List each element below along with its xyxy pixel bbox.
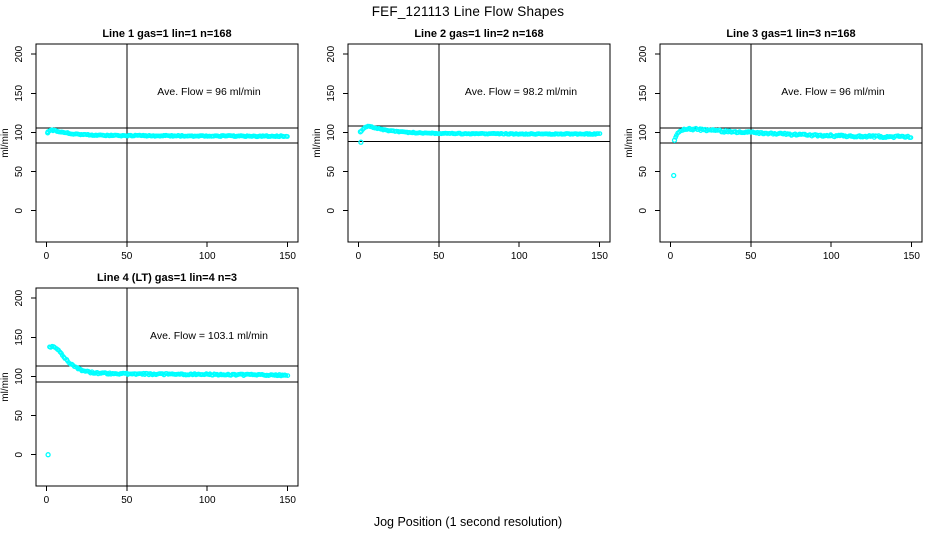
y-axis-label: ml/min [0, 128, 11, 157]
x-tick-label: 0 [44, 251, 50, 262]
plot-area: 0 50 100 150 0 50 100 150 200 [14, 287, 299, 506]
data-points [45, 127, 290, 140]
ave-flow-annotation: Ave. Flow = 96 ml/min [781, 86, 885, 98]
y-tick-label: 150 [326, 85, 337, 102]
y-tick-label: 100 [326, 124, 337, 141]
x-tick-label: 50 [433, 251, 445, 262]
outlier-point [357, 129, 364, 135]
y-tick-label: 150 [14, 329, 25, 346]
subplot-title: Line 3 gas=1 lin=3 n=168 [726, 28, 855, 40]
x-axis-label: Jog Position (1 second resolution) [373, 515, 563, 529]
outlier-point [671, 137, 678, 143]
x-tick-label: 0 [44, 495, 50, 506]
y-tick-label: 50 [14, 166, 25, 178]
plot-area: 0 50 100 150 0 50 100 150 200 [638, 43, 923, 262]
ave-flow-annotation: Ave. Flow = 98.2 ml/min [465, 86, 577, 98]
subplot-line-1: 0 50 100 150 0 50 100 150 200 Line 1 gas=1 lin=1… [0, 24, 312, 276]
outlier-point [358, 139, 364, 145]
plot-box [35, 43, 299, 243]
x-tick-label: 150 [279, 251, 296, 262]
y-tick-label: 100 [14, 124, 25, 141]
x-tick-label: 100 [823, 251, 840, 262]
y-tick-label: 150 [638, 85, 649, 102]
y-tick-label: 0 [14, 451, 25, 457]
data-points [671, 125, 914, 179]
subplot-line-3-canvas: 0 50 100 150 0 50 100 150 200 Line 3 gas=1 lin=3… [624, 28, 923, 262]
subplot-line-4: 0 50 100 150 0 50 100 150 200 Line 4 (LT) gas=1 … [0, 268, 312, 520]
subplot-line-4-canvas: 0 50 100 150 0 50 100 150 200 Line 4 (LT) gas=1 … [0, 272, 299, 506]
y-axis-label: ml/min [0, 372, 11, 401]
y-tick-label: 200 [14, 45, 25, 62]
plot-area: 0 50 100 150 0 50 100 150 200 [326, 43, 611, 262]
x-tick-label: 0 [356, 251, 362, 262]
y-tick-label: 100 [14, 368, 25, 385]
x-tick-label: 0 [668, 251, 674, 262]
y-tick-label: 0 [326, 207, 337, 213]
subplot-line-2: 0 50 100 150 0 50 100 150 200 Line 2 gas=1 lin=2… [312, 24, 624, 276]
plot-box [35, 287, 299, 487]
x-tick-label: 50 [121, 251, 133, 262]
x-tick-label: 100 [199, 495, 216, 506]
subplot-title: Line 1 gas=1 lin=1 n=168 [102, 28, 231, 40]
data-points [45, 343, 291, 458]
x-tick-label: 150 [903, 251, 920, 262]
subplot-line-1-canvas: 0 50 100 150 0 50 100 150 200 Line 1 gas=1 lin=1… [0, 28, 299, 262]
data-points [357, 123, 603, 145]
x-tick-label: 150 [591, 251, 608, 262]
x-tick-label: 50 [745, 251, 757, 262]
outlier-point [671, 172, 677, 179]
x-tick-label: 150 [279, 495, 296, 506]
subplot-title: Line 4 (LT) gas=1 lin=4 n=3 [97, 272, 237, 284]
outlier-point [45, 452, 51, 458]
y-tick-label: 0 [14, 207, 25, 213]
y-axis-label: ml/min [312, 128, 323, 157]
subplot-title: Line 2 gas=1 lin=2 n=168 [414, 28, 543, 40]
outlier-point [45, 130, 51, 136]
plot-box [659, 43, 923, 243]
subplot-line-3: 0 50 100 150 0 50 100 150 200 Line 3 gas=1 lin=3… [624, 24, 936, 276]
y-tick-label: 200 [326, 45, 337, 62]
x-tick-label: 50 [121, 495, 133, 506]
ave-flow-annotation: Ave. Flow = 103.1 ml/min [150, 330, 268, 342]
x-tick-label: 100 [511, 251, 528, 262]
y-tick-label: 50 [326, 166, 337, 178]
plot-box [347, 43, 611, 243]
y-axis-label: ml/min [624, 128, 635, 157]
figure-title: FEF_121113 Line Flow Shapes [371, 4, 565, 19]
subplot-line-2-canvas: 0 50 100 150 0 50 100 150 200 Line 2 gas=1 lin=2… [312, 28, 611, 262]
y-tick-label: 200 [14, 289, 25, 306]
x-tick-label: 100 [199, 251, 216, 262]
ave-flow-annotation: Ave. Flow = 96 ml/min [157, 86, 261, 98]
y-tick-label: 150 [14, 85, 25, 102]
plot-area: 0 50 100 150 0 50 100 150 200 [14, 43, 299, 262]
y-tick-label: 50 [638, 166, 649, 178]
y-tick-label: 0 [638, 207, 649, 213]
y-tick-label: 50 [14, 410, 25, 422]
y-tick-label: 200 [638, 45, 649, 62]
y-tick-label: 100 [638, 124, 649, 141]
